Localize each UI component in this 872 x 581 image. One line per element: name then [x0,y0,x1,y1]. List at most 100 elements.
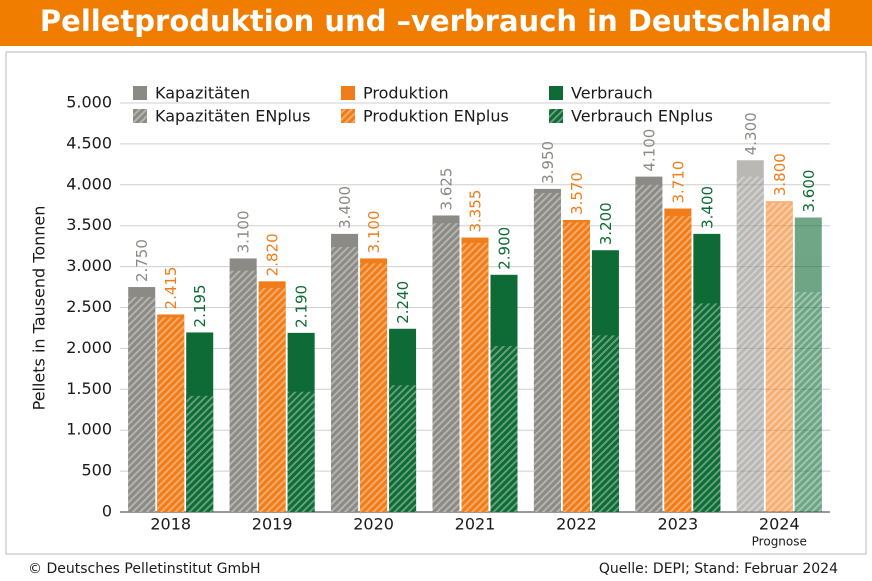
value-label: 4.300 [742,112,760,155]
bar-subset [693,303,721,512]
bar-subset [331,246,359,512]
x-tick-label: 2022 [556,515,597,534]
bar-group [360,258,388,512]
y-tick-label: 2.000 [66,338,112,357]
x-tick-label: 2021 [455,515,496,534]
bar-subset [258,287,286,512]
y-tick-label: 5.000 [66,93,112,112]
bar-subset [360,263,388,512]
y-axis-label: Pellets in Tausend Tonnen [30,206,49,411]
value-label: 3.100 [235,210,253,253]
value-label: 3.200 [597,202,615,245]
bar-subset [186,395,214,512]
bar-subset [157,317,185,512]
y-tick-label: 0 [102,502,112,521]
bar-subset [635,184,663,513]
bar-group [229,258,257,512]
bar-group [432,215,460,512]
bar-group [128,287,156,512]
value-label: 3.800 [771,153,789,196]
value-label: 3.355 [467,190,485,233]
bar-group [389,328,417,512]
bar-subset [461,242,489,513]
bar-group [794,217,822,512]
value-label: 3.100 [365,210,383,253]
legend-swatch [549,86,563,100]
bar-subset [736,176,764,512]
legend-label: Verbrauch [571,84,653,103]
value-label: 3.400 [698,186,716,229]
x-tick-label: 2023 [657,515,698,534]
bar-subset [591,335,619,512]
bar-group [331,233,359,512]
value-label: 3.600 [800,170,818,213]
bar-group [490,274,518,512]
x-tick-label: 2020 [353,515,394,534]
y-tick-label: 500 [81,461,112,480]
legend-label: Kapazitäten [155,84,250,103]
legend-label: Verbrauch ENplus [571,107,713,126]
value-label: 2.820 [264,233,282,276]
bar-group [157,314,185,512]
bar-group [562,219,590,513]
value-label: 4.100 [640,129,658,172]
legend-swatch [549,109,563,123]
bar-group [533,188,561,513]
bar-group [693,233,721,512]
legend-swatch [341,109,355,123]
value-label: 3.570 [568,172,586,215]
legend-swatch [133,86,147,100]
bar-subset [287,391,315,512]
title-bar [0,0,872,46]
chart-title: Pelletproduktion und –verbrauch in Deuts… [40,4,832,38]
bar-subset [533,192,561,513]
y-tick-label: 1.500 [66,379,112,398]
x-tick-label: 2019 [252,515,293,534]
bar-group [736,160,764,512]
value-label: 3.625 [438,168,456,211]
bar-subset [128,296,156,512]
y-tick-label: 4.000 [66,174,112,193]
y-tick-label: 4.500 [66,133,112,152]
y-tick-label: 3.500 [66,215,112,234]
bar-group [461,237,489,513]
y-tick-label: 1.000 [66,420,112,439]
bar-group [765,201,793,512]
value-label: 2.750 [133,239,151,282]
bar-group [635,176,663,513]
value-label: 2.415 [162,266,180,309]
legend-swatch [133,109,147,123]
bar-group [186,332,214,512]
bar-group [258,281,286,512]
x-sublabel: Prognose [752,535,807,549]
legend-label: Produktion ENplus [363,107,509,126]
bar-subset [794,291,822,512]
value-label: 2.240 [394,281,412,324]
y-tick-label: 3.000 [66,256,112,275]
x-tick-label: 2024 [759,515,800,534]
bar-subset [229,270,257,512]
x-tick-label: 2018 [150,515,191,534]
bar-group [591,250,619,513]
value-label: 2.190 [293,285,311,328]
value-label: 2.195 [191,284,209,327]
value-label: 3.950 [539,141,557,184]
value-label: 3.400 [336,186,354,229]
bar-subset [389,385,417,512]
bar-group [287,332,315,512]
bar-subset [664,215,692,512]
frame [5,51,867,555]
value-label: 2.900 [496,227,514,270]
bar-subset [562,222,590,513]
bar-group [664,208,692,512]
value-label: 3.710 [669,161,687,204]
footer-right: Quelle: DEPI; Stand: Februar 2024 [599,561,838,577]
footer-left: © Deutsches Pelletinstitut GmbH [28,561,261,577]
legend-label: Produktion [363,84,449,103]
bar-subset [490,345,518,512]
bar-subset [432,223,460,512]
legend-swatch [341,86,355,100]
y-tick-label: 2.500 [66,297,112,316]
bar-subset [765,202,793,512]
